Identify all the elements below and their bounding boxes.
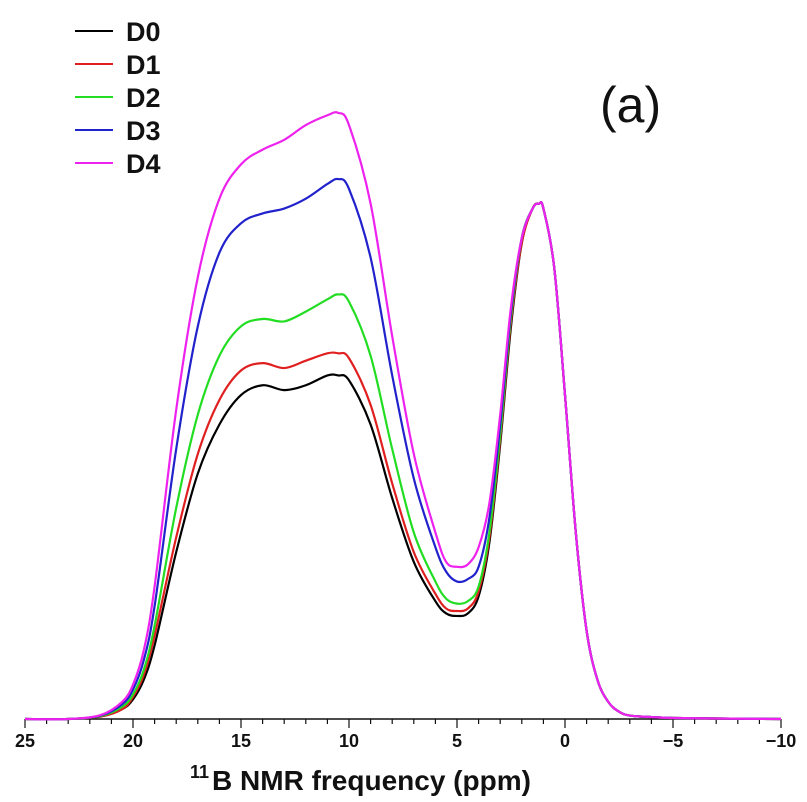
x-tick-label: 15 bbox=[231, 731, 251, 751]
x-axis-title: 11 B NMR frequency (ppm) bbox=[190, 762, 531, 796]
legend-label-d1: D1 bbox=[126, 50, 161, 80]
series-line-d4 bbox=[24, 111, 782, 721]
x-axis-title-text: B NMR frequency (ppm) bbox=[212, 765, 531, 796]
x-tick-label: −10 bbox=[766, 731, 797, 751]
legend-label-d2: D2 bbox=[126, 83, 161, 113]
series-lines bbox=[24, 111, 782, 721]
legend-label-d3: D3 bbox=[126, 116, 161, 146]
plot-area: 25 20 15 10 5 0 −5 −10 bbox=[15, 111, 796, 751]
panel-label: (a) bbox=[600, 77, 661, 133]
series-line-d1 bbox=[24, 200, 782, 721]
x-tick-label: 25 bbox=[15, 731, 35, 751]
x-tick-label: 20 bbox=[123, 731, 143, 751]
series-line-d3 bbox=[24, 177, 782, 721]
series-line-d0 bbox=[24, 200, 782, 721]
x-ticks bbox=[24, 719, 782, 728]
x-tick-label: 5 bbox=[452, 731, 462, 751]
x-tick-label: 0 bbox=[560, 731, 570, 751]
legend-label-d4: D4 bbox=[126, 149, 161, 179]
x-tick-label: −5 bbox=[663, 731, 684, 751]
x-axis-title-superscript: 11 bbox=[190, 762, 209, 782]
x-tick-labels: 25 20 15 10 5 0 −5 −10 bbox=[15, 731, 796, 751]
series-line-d2 bbox=[24, 200, 782, 721]
x-tick-label: 10 bbox=[339, 731, 359, 751]
legend-label-d0: D0 bbox=[126, 17, 161, 47]
